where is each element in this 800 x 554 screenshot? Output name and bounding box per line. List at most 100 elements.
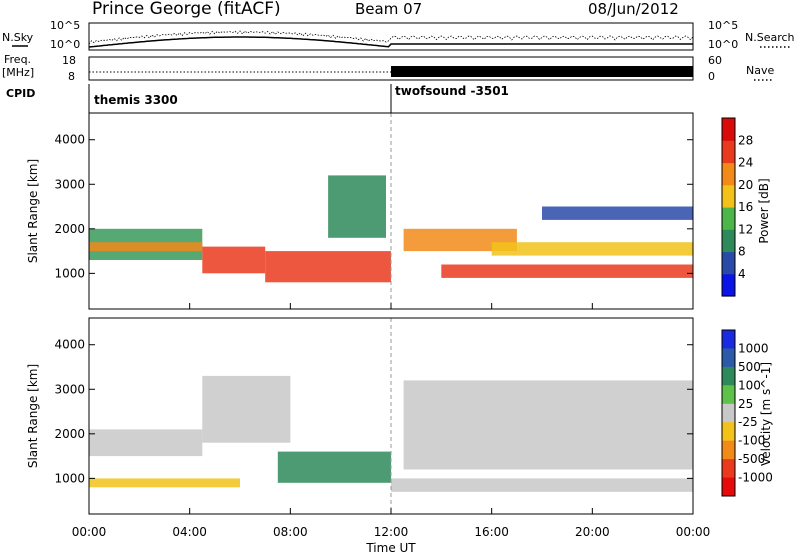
beam-label: Beam 07: [355, 0, 422, 18]
date-label: 08/Jun/2012: [588, 0, 679, 18]
velocity-colorbar-tick-1: 500: [738, 360, 761, 374]
power-region-2: [202, 246, 266, 274]
power-colorbar-tick-3: 16: [738, 200, 753, 214]
power-ytick-label-1: 2000: [54, 222, 85, 236]
freq-label: Freq.: [4, 53, 31, 66]
velocity-colorbar-swatch-8: [722, 477, 735, 497]
power-colorbar-frame: [721, 117, 736, 297]
power-colorbar-tick-6: 28: [738, 133, 753, 147]
xtick-label-3: 12:00: [374, 525, 409, 539]
velocity-y-axis: 1000 2000 3000 4000: [54, 338, 693, 485]
power-colorbar-swatch-6: [722, 140, 735, 164]
power-colorbar-tick-5: 24: [738, 156, 753, 170]
velocity-region-3: [277, 451, 392, 483]
xtick-label-5: 20:00: [575, 525, 610, 539]
nsearch-trace: [88, 30, 694, 45]
power-colorbar-swatch-0: [722, 273, 735, 297]
freq-right-tick-bottom: 0: [708, 70, 715, 83]
cpid-label: CPID: [6, 87, 35, 100]
power-colorbar-tick-0: 4: [738, 267, 746, 281]
power-colorbar: 4 8 12 16 20 24 28: [721, 117, 753, 297]
velocity-region-1: [89, 478, 240, 488]
noise-panel-frame: [88, 22, 694, 51]
noise-right-tick-bottom: 10^0: [708, 38, 738, 51]
power-colorbar-label: Power [dB]: [757, 178, 771, 243]
velocity-ytick-label-1: 2000: [54, 427, 85, 441]
freq-trace-second: [391, 66, 693, 77]
xtick-label-2: 08:00: [273, 525, 308, 539]
power-ylabel: Slant Range [km]: [26, 159, 40, 263]
xtick-label-1: 04:00: [172, 525, 207, 539]
velocity-colorbar: 1000 500 100 25 -25 -100 -500 -1000: [721, 329, 773, 497]
freq-traces: [89, 66, 693, 77]
time-axis: 00:00 04:00 08:00 12:00 16:00 20:00 00:00: [72, 303, 711, 539]
velocity-ylabel: Slant Range [km]: [26, 364, 40, 468]
velocity-colorbar-swatch-2: [722, 366, 735, 386]
power-region-8: [542, 206, 693, 220]
power-region-5: [403, 228, 517, 252]
cpid-program-0: themis 3300: [94, 93, 178, 107]
noise-left-tick-top: 10^5: [50, 19, 80, 32]
power-colorbar-tick-4: 20: [738, 178, 753, 192]
velocity-region-2: [202, 375, 291, 443]
velocity-colorbar-tick-2: 100: [738, 378, 761, 392]
velocity-heatmap: [89, 318, 693, 514]
noise-left-tick-bottom: 10^0: [50, 38, 80, 51]
power-colorbar-swatch-4: [722, 184, 735, 208]
noise-traces: [88, 30, 694, 48]
velocity-ytick-label-3: 4000: [54, 338, 85, 352]
power-ytick-label-0: 1000: [54, 266, 85, 280]
velocity-region-5: [391, 478, 693, 492]
nsky-label: N.Sky: [2, 31, 34, 44]
velocity-colorbar-swatch-4: [722, 403, 735, 423]
freq-right-tick-top: 60: [708, 54, 722, 67]
power-colorbar-swatch-2: [722, 229, 735, 253]
velocity-colorbar-swatch-3: [722, 385, 735, 405]
xtick-label-0: 00:00: [72, 525, 107, 539]
velocity-ytick-label-0: 1000: [54, 471, 85, 485]
power-colorbar-tick-2: 12: [738, 222, 753, 236]
power-heatmap: [89, 113, 693, 309]
velocity-colorbar-tick-3: 25: [738, 397, 753, 411]
freq-left-tick-top: 18: [62, 54, 76, 67]
xtick-label-6: 00:00: [676, 525, 711, 539]
velocity-colorbar-frame: [721, 329, 736, 497]
nsky-trace: [88, 36, 693, 48]
velocity-region-4: [403, 380, 693, 470]
time-axis-label: Time UT: [365, 541, 416, 554]
power-region-6: [441, 264, 693, 278]
velocity-colorbar-swatch-5: [722, 422, 735, 442]
station-title: Prince George (fitACF): [92, 0, 281, 19]
velocity-colorbar-swatch-6: [722, 440, 735, 460]
cpid-program-1: twofsound -3501: [395, 84, 509, 98]
velocity-colorbar-swatch-1: [722, 348, 735, 368]
velocity-colorbar-swatch-0: [722, 330, 735, 349]
nave-label: Nave: [746, 64, 774, 77]
power-y-axis: 1000 2000 3000 4000: [54, 133, 693, 280]
power-colorbar-swatch-3: [722, 207, 735, 230]
nsearch-label: N.Search: [745, 31, 795, 44]
velocity-colorbar-tick-5: -100: [738, 434, 765, 448]
power-region-1: [89, 242, 203, 252]
power-region-3: [265, 251, 391, 283]
power-colorbar-swatch-5: [722, 162, 735, 186]
xtick-label-4: 16:00: [474, 525, 509, 539]
power-region-7: [491, 242, 693, 256]
velocity-colorbar-tick-6: -500: [738, 452, 765, 466]
freq-left-tick-bottom: 8: [68, 70, 75, 83]
velocity-colorbar-label: Velocity [m s^-1]: [759, 362, 773, 466]
power-colorbar-swatch-1: [722, 251, 735, 275]
velocity-ytick-label-2: 3000: [54, 382, 85, 396]
velocity-colorbar-tick-4: -25: [738, 415, 758, 429]
mhz-label: [MHz]: [2, 66, 34, 79]
velocity-region-0: [89, 429, 203, 457]
power-region-4: [328, 175, 386, 238]
power-colorbar-swatch-7: [722, 118, 735, 141]
velocity-colorbar-swatch-7: [722, 459, 735, 478]
power-colorbar-tick-1: 8: [738, 245, 746, 259]
power-ytick-label-2: 3000: [54, 177, 85, 191]
noise-right-tick-top: 10^5: [708, 19, 738, 32]
velocity-colorbar-tick-7: -1000: [738, 471, 773, 485]
velocity-colorbar-tick-0: 1000: [738, 341, 769, 355]
